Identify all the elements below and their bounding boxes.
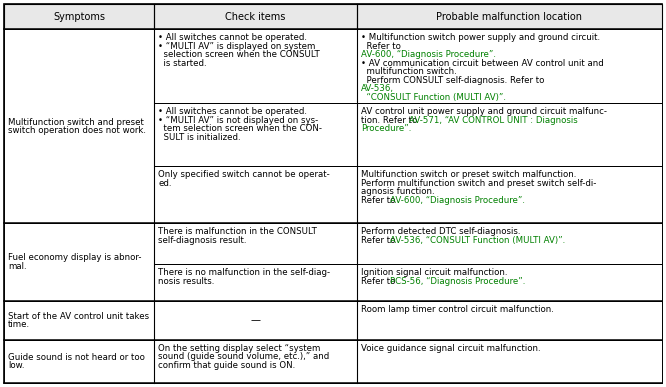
Text: Guide sound is not heard or too: Guide sound is not heard or too [8, 353, 145, 362]
Text: Procedure”.: Procedure”. [361, 125, 411, 134]
Text: agnosis function.: agnosis function. [361, 187, 434, 196]
Text: AV-600, “Diagnosis Procedure”.: AV-600, “Diagnosis Procedure”. [361, 50, 496, 59]
Text: Only specified switch cannot be operat-: Only specified switch cannot be operat- [158, 170, 330, 179]
Bar [357, 301, 662, 340]
Bar [154, 103, 357, 166]
Text: Refer to: Refer to [361, 196, 398, 205]
Text: —: — [250, 315, 260, 325]
Text: AV-571, “AV CONTROL UNIT : Diagnosis: AV-571, “AV CONTROL UNIT : Diagnosis [409, 116, 578, 125]
Text: switch operation does not work.: switch operation does not work. [8, 126, 146, 135]
Text: low.: low. [8, 361, 25, 370]
Bar [357, 103, 662, 166]
Text: On the setting display select “system: On the setting display select “system [158, 344, 320, 353]
Text: • “MULTI AV” is not displayed on sys-: • “MULTI AV” is not displayed on sys- [158, 116, 318, 125]
Bar [4, 301, 154, 340]
Text: Refer to: Refer to [361, 236, 398, 245]
Text: time.: time. [8, 320, 30, 329]
Text: Multifunction switch and preset: Multifunction switch and preset [8, 118, 144, 127]
Text: • “MULTI AV” is displayed on system: • “MULTI AV” is displayed on system [158, 42, 316, 51]
Text: tem selection screen when the CON-: tem selection screen when the CON- [158, 125, 322, 134]
Bar [154, 166, 357, 223]
Text: There is malfunction in the CONSULT: There is malfunction in the CONSULT [158, 227, 317, 236]
Text: • All switches cannot be operated.: • All switches cannot be operated. [158, 33, 307, 42]
Bar [357, 223, 662, 264]
Bar [154, 223, 357, 264]
Bar [4, 340, 154, 383]
Bar [357, 29, 662, 103]
Text: PCS-56, “Diagnosis Procedure”.: PCS-56, “Diagnosis Procedure”. [390, 277, 525, 286]
Text: “CONSULT Function (MULTI AV)”.: “CONSULT Function (MULTI AV)”. [361, 93, 505, 102]
Text: Symptoms: Symptoms [53, 12, 105, 22]
Bar [357, 340, 662, 383]
Text: self-diagnosis result.: self-diagnosis result. [158, 236, 246, 245]
Text: ed.: ed. [158, 179, 172, 188]
Text: There is no malfunction in the self-diag-: There is no malfunction in the self-diag… [158, 268, 330, 277]
Text: selection screen when the CONSULT: selection screen when the CONSULT [158, 50, 320, 59]
Bar [4, 223, 154, 301]
Text: Refer to: Refer to [361, 277, 398, 286]
Text: is started.: is started. [158, 59, 206, 68]
Bar [154, 29, 357, 103]
Text: sound (guide sound volume, etc.),” and: sound (guide sound volume, etc.),” and [158, 352, 329, 361]
Text: Multifunction switch or preset switch malfunction.: Multifunction switch or preset switch ma… [361, 170, 576, 179]
Text: • Multifunction switch power supply and ground circuit.: • Multifunction switch power supply and … [361, 33, 600, 42]
Text: • AV communication circuit between AV control unit and: • AV communication circuit between AV co… [361, 59, 603, 68]
Text: Room lamp timer control circuit malfunction.: Room lamp timer control circuit malfunct… [361, 305, 553, 314]
Bar [357, 166, 662, 223]
Text: Check items: Check items [225, 12, 286, 22]
Text: SULT is initialized.: SULT is initialized. [158, 133, 240, 142]
Text: Voice guidance signal circuit malfunction.: Voice guidance signal circuit malfunctio… [361, 344, 540, 353]
Text: Start of the AV control unit takes: Start of the AV control unit takes [8, 312, 149, 321]
Text: nosis results.: nosis results. [158, 277, 214, 286]
Text: Fuel economy display is abnor-: Fuel economy display is abnor- [8, 253, 141, 262]
Text: AV-536, “CONSULT Function (MULTI AV)”.: AV-536, “CONSULT Function (MULTI AV)”. [390, 236, 565, 245]
Text: Perform CONSULT self-diagnosis. Refer to: Perform CONSULT self-diagnosis. Refer to [361, 76, 547, 85]
Text: Refer to: Refer to [361, 42, 404, 51]
Bar [154, 264, 357, 301]
Text: tion. Refer to: tion. Refer to [361, 116, 420, 125]
Text: Perform detected DTC self-diagnosis.: Perform detected DTC self-diagnosis. [361, 227, 520, 236]
Text: AV-536,: AV-536, [361, 84, 394, 93]
Text: multifunction switch.: multifunction switch. [361, 67, 456, 76]
Bar [4, 29, 154, 223]
Bar [357, 264, 662, 301]
Text: mal.: mal. [8, 262, 27, 271]
Bar [154, 301, 357, 340]
Text: Perform multifunction switch and preset switch self-di-: Perform multifunction switch and preset … [361, 179, 596, 188]
Text: • All switches cannot be operated.: • All switches cannot be operated. [158, 107, 307, 116]
Text: Probable malfunction location: Probable malfunction location [436, 12, 582, 22]
Text: Ignition signal circuit malfunction.: Ignition signal circuit malfunction. [361, 268, 507, 277]
Text: AV control unit power supply and ground circuit malfunc-: AV control unit power supply and ground … [361, 107, 607, 116]
Bar [154, 340, 357, 383]
Text: AV-600, “Diagnosis Procedure”.: AV-600, “Diagnosis Procedure”. [390, 196, 525, 205]
Text: confirm that guide sound is ON.: confirm that guide sound is ON. [158, 361, 295, 370]
Bar [4, 4, 662, 29]
